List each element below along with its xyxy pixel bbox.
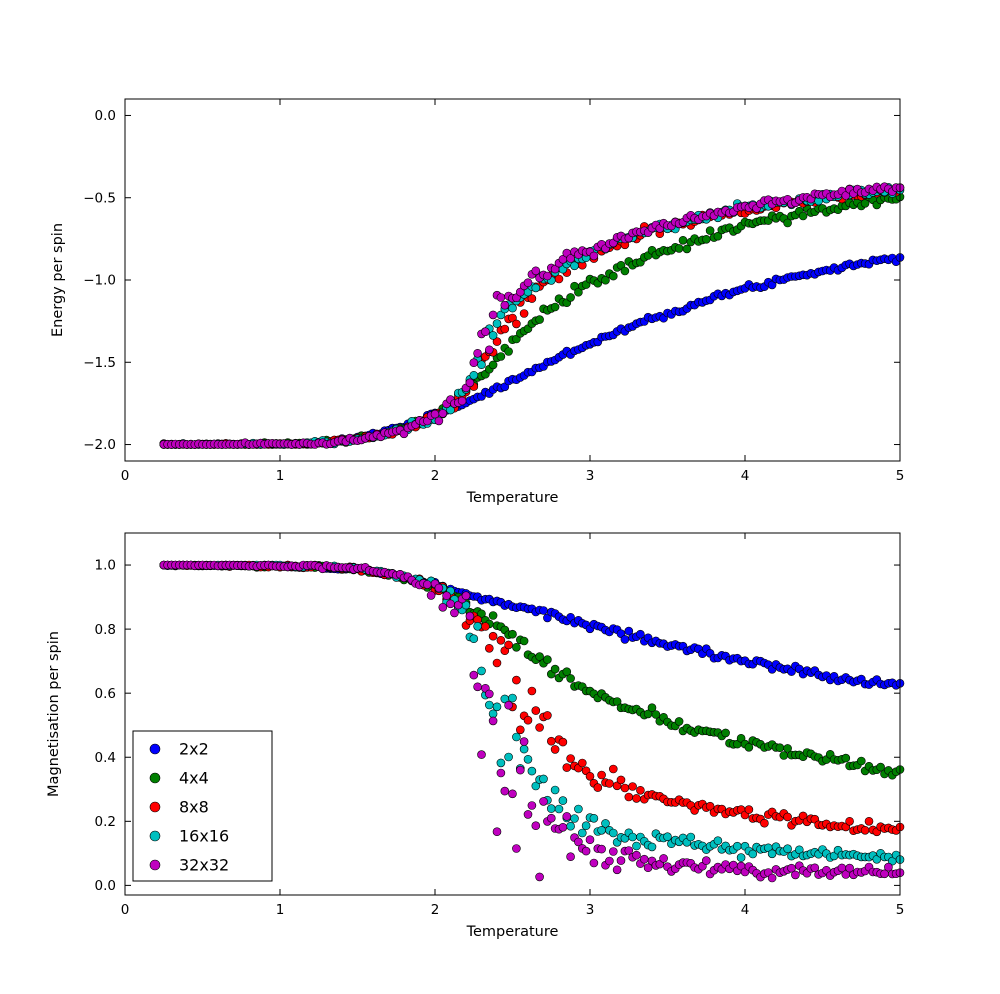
tick-labels: 0 1 2 3 4 5 0.0 −0.5 −1.0 −1.5 −2.0 [83, 108, 904, 484]
x-tick-label: 2 [431, 468, 440, 484]
legend-entry-8x8: 8x8 [149, 798, 209, 817]
y-tick-label: 0.8 [95, 622, 116, 638]
x-tick-label: 0 [121, 468, 130, 484]
legend-label: 32x32 [179, 856, 229, 875]
x-tick-label: 3 [586, 902, 595, 918]
legend-marker-4x4 [149, 772, 161, 784]
legend-label: 2x2 [179, 740, 209, 759]
x-tick-label: 5 [896, 468, 905, 484]
series-points-32x32 [159, 182, 905, 449]
y-tick-label: −2.0 [83, 437, 116, 453]
y-tick-label: 0.0 [95, 878, 116, 894]
energy-axes: 0 1 2 3 4 5 0.0 −0.5 −1.0 −1.5 −2.0 Temperature Ener… [50, 98, 905, 506]
magnetisation-axes: 0 1 2 3 4 5 0.0 0.2 0.4 0.6 0.8 1.0 Temperature Magne… [46, 532, 905, 940]
x-tick-label: 5 [896, 902, 905, 918]
y-tick-label: −1.0 [83, 273, 116, 289]
y-tick-label: −0.5 [83, 190, 116, 206]
legend: 2x2 4x4 8x8 16x16 32x32 [132, 730, 273, 882]
y-tick-label: 1.0 [95, 558, 116, 574]
axes-frame [124, 98, 901, 462]
y-axis-label: Energy per spin [50, 223, 66, 337]
x-axis-label: Temperature [466, 924, 559, 940]
y-tick-label: 0.4 [95, 750, 116, 766]
legend-entry-32x32: 32x32 [149, 856, 229, 875]
legend-marker-16x16 [149, 830, 161, 842]
legend-entry-16x16: 16x16 [149, 827, 229, 846]
series-points-32x32 [159, 560, 905, 883]
x-tick-label: 1 [276, 468, 285, 484]
legend-label: 4x4 [179, 769, 209, 788]
y-axis-label: Magnetisation per spin [46, 631, 62, 797]
legend-marker-2x2 [149, 743, 161, 755]
tick-labels: 0 1 2 3 4 5 0.0 0.2 0.4 0.6 0.8 1.0 [95, 558, 905, 918]
legend-marker-8x8 [149, 801, 161, 813]
x-tick-label: 4 [741, 902, 750, 918]
y-tick-label: 0.6 [95, 686, 116, 702]
x-tick-label: 1 [276, 902, 285, 918]
axes-frame [124, 532, 901, 896]
x-tick-label: 0 [121, 902, 130, 918]
y-tick-label: 0.2 [95, 814, 116, 830]
x-axis-label: Temperature [466, 490, 559, 506]
x-tick-label: 2 [431, 902, 440, 918]
legend-entry-2x2: 2x2 [149, 740, 209, 759]
y-tick-label: −1.5 [83, 355, 116, 371]
tick-marks [124, 533, 901, 895]
legend-label: 16x16 [179, 827, 229, 846]
x-tick-label: 4 [741, 468, 750, 484]
y-tick-label: 0.0 [95, 108, 116, 124]
legend-label: 8x8 [179, 798, 209, 817]
legend-marker-32x32 [149, 859, 161, 871]
legend-entry-4x4: 4x4 [149, 769, 209, 788]
x-tick-label: 3 [586, 468, 595, 484]
